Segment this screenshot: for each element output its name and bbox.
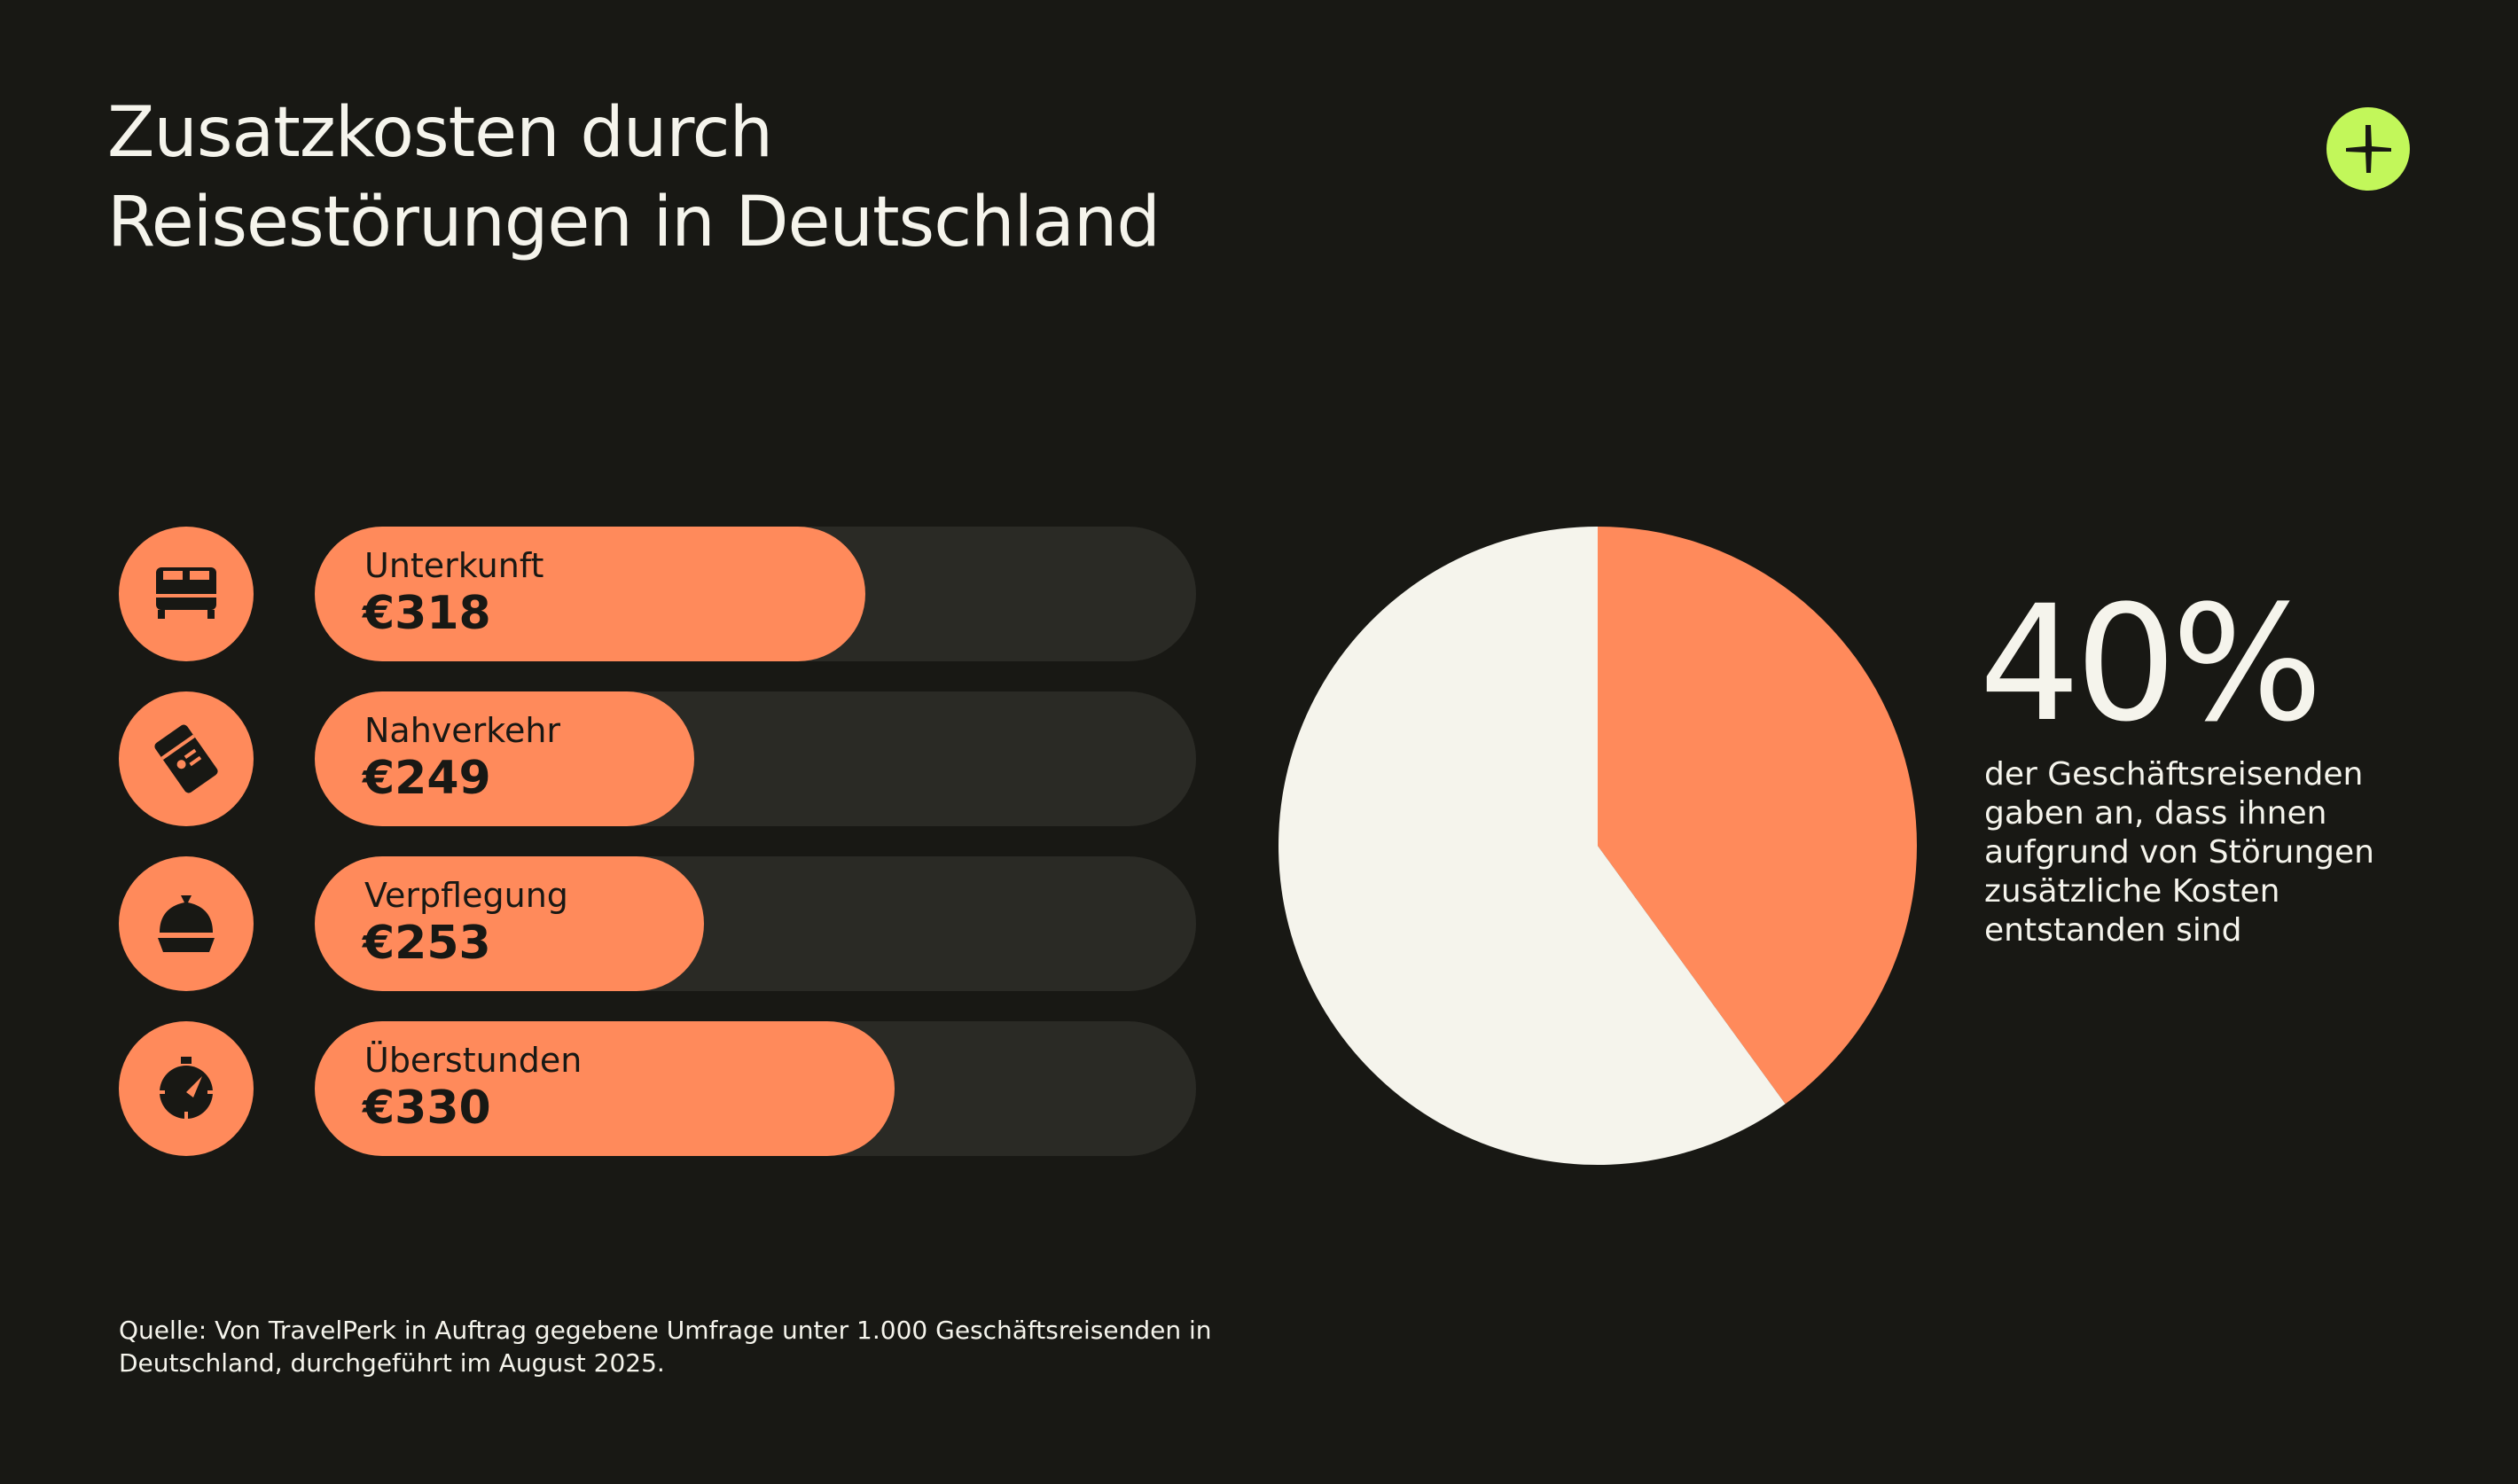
food-cloche-icon: [119, 856, 254, 991]
page-title: Zusatzkosten durch Reisestörungen in Deu…: [107, 89, 1161, 268]
bar-value: €253: [363, 917, 491, 970]
pie-slice-0: [1598, 527, 1917, 1105]
bed-icon: [119, 527, 254, 661]
bar-label: Unterkunft: [364, 546, 544, 585]
headline-percent: 40%: [1979, 572, 2323, 757]
headline-description: der Geschäftsreisenden gaben an, dass ih…: [1984, 756, 2374, 949]
pie-chart: [1279, 527, 1917, 1165]
bar-label: Nahverkehr: [364, 711, 561, 750]
bar-value: €318: [363, 587, 491, 640]
bar-fill: [315, 691, 695, 826]
title-line-1: Zusatzkosten durch: [107, 93, 773, 173]
bar-fill: [315, 527, 865, 661]
pie-slice-1: [1279, 527, 1786, 1165]
stopwatch-icon: [119, 1021, 254, 1156]
ticket-icon: [119, 691, 254, 826]
bar-label: Verpflegung: [364, 876, 568, 915]
bar-fill: [315, 856, 705, 991]
bar-fill: [315, 1021, 895, 1156]
bar-value: €330: [363, 1082, 491, 1135]
title-line-2: Reisestörungen in Deutschland: [107, 183, 1161, 262]
brand-logo-icon: [2326, 107, 2410, 191]
source-note: Quelle: Von TravelPerk in Auftrag gegebe…: [119, 1316, 1212, 1378]
bar-value: €249: [363, 752, 491, 805]
bar-label: Überstunden: [364, 1041, 583, 1080]
